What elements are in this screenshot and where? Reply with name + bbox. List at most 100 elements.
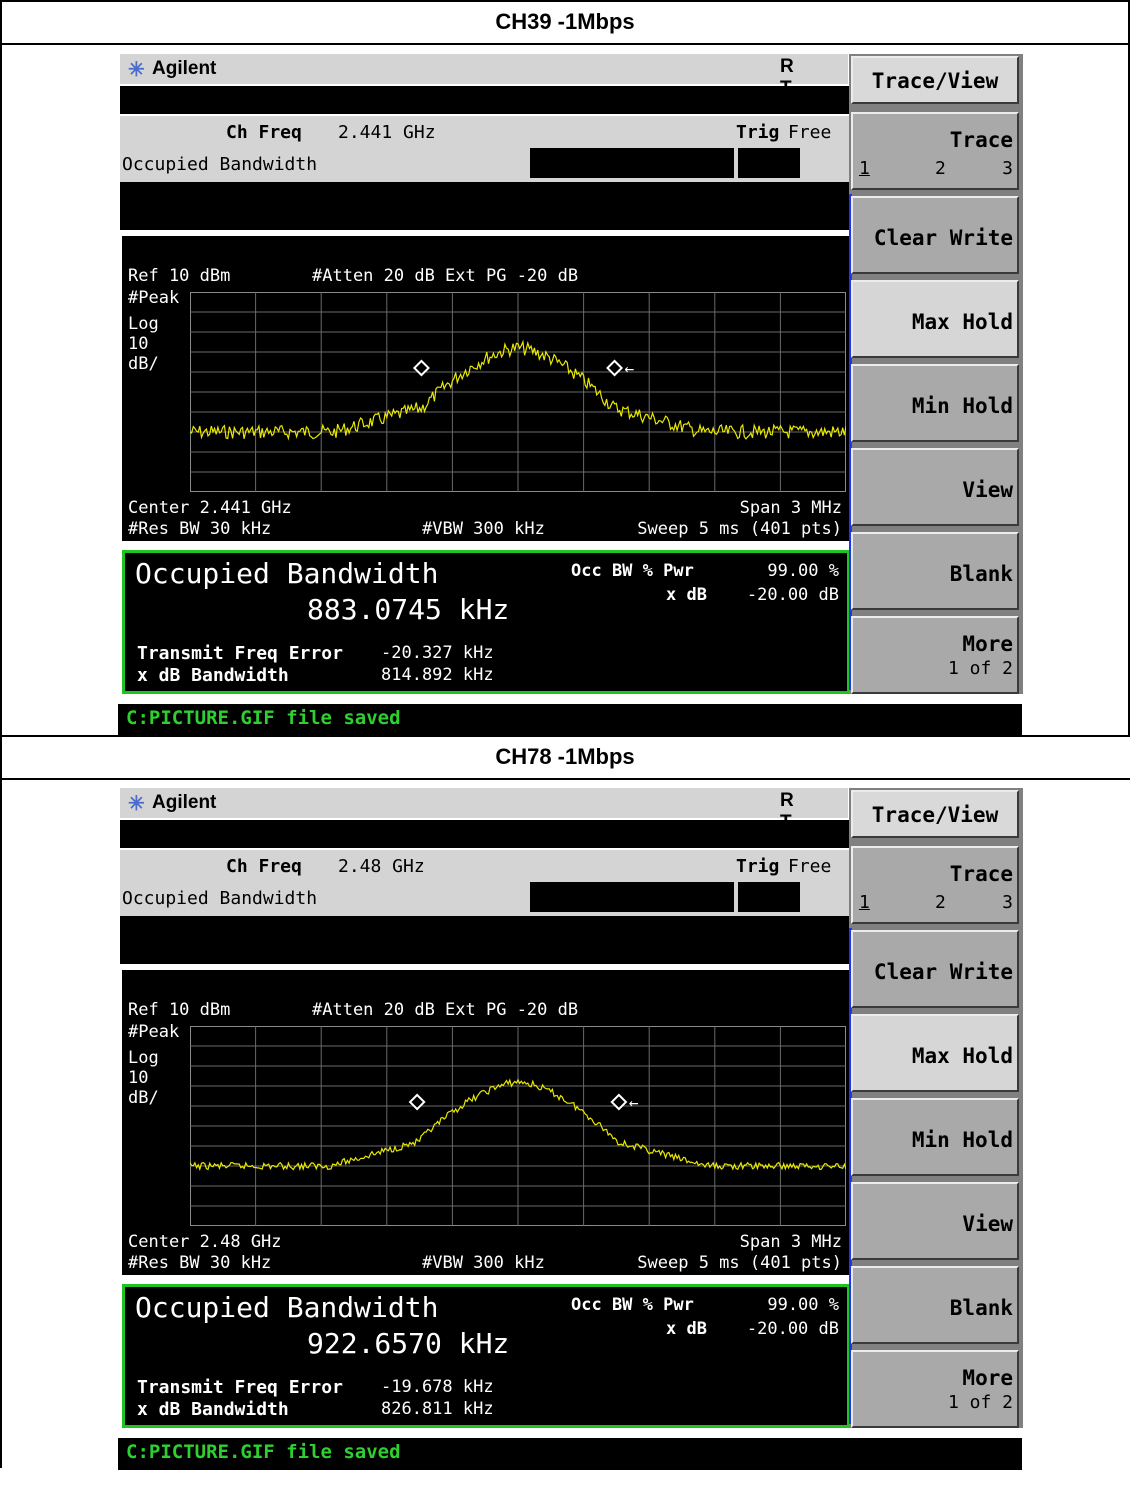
xdb-bandwidth-label: x dB Bandwidth <box>137 1399 289 1420</box>
diamond-marker-icon <box>606 359 624 377</box>
ch-freq-label: Ch Freq <box>226 856 302 877</box>
message-line <box>120 86 850 114</box>
table-divider <box>0 43 1130 45</box>
softkey-more[interactable]: More 1 of 2 <box>851 1350 1019 1428</box>
result-value: 922.6570 kHz <box>307 1327 510 1360</box>
occ-bw-pwr-label: Occ BW % Pwr <box>571 1295 694 1315</box>
spectrum-display: Ref 10 dBm #Atten 20 dB Ext PG -20 dB #P… <box>122 970 850 1275</box>
res-bw: #Res BW 30 kHz <box>128 519 272 539</box>
annotation-strip <box>120 182 850 230</box>
title-bar: ✳ Agilent R T <box>120 54 848 99</box>
occ-bw-pwr-value: 99.00 % <box>767 561 839 581</box>
softkey-menu-title: Trace/View <box>851 790 1019 838</box>
status-line: C:PICTURE.GIF file saved <box>118 1438 1022 1470</box>
indicator-box <box>530 882 734 912</box>
scale-line-3: 10 <box>128 1068 149 1088</box>
span-label: Span 3 MHz <box>739 498 842 518</box>
scale-line-3: 10 <box>128 334 149 354</box>
softkey-clear-write[interactable]: Clear Write <box>851 196 1019 274</box>
results-panel: Occupied Bandwidth 922.6570 kHz Occ BW %… <box>122 1284 850 1428</box>
span-label: Span 3 MHz <box>739 1232 842 1252</box>
result-title: Occupied Bandwidth <box>135 1291 439 1324</box>
indicator-box <box>738 882 800 912</box>
xdb-value: -20.00 dB <box>746 585 839 605</box>
agilent-spark-icon: ✳ <box>128 793 145 815</box>
left-arrow-icon: ← <box>625 359 635 378</box>
left-arrow-icon: ← <box>629 1093 639 1112</box>
active-menu-marker <box>849 928 852 1424</box>
softkey-trace[interactable]: Trace 1 2 3 <box>851 846 1019 924</box>
table-border-right <box>1128 0 1130 735</box>
vbw-label: #VBW 300 kHz <box>422 1253 545 1273</box>
softkey-max-hold[interactable]: Max Hold <box>851 280 1019 358</box>
sweep-label: Sweep 5 ms (401 pts) <box>637 519 842 539</box>
mode-name: Occupied Bandwidth <box>122 154 318 175</box>
softkey-view[interactable]: View <box>851 448 1019 526</box>
scale-line-2: Log <box>128 1048 159 1068</box>
scale-line-4: dB/ <box>128 354 159 374</box>
atten-label: #Atten 20 dB Ext PG -20 dB <box>312 266 579 286</box>
ref-level: Ref 10 dBm <box>128 1000 231 1020</box>
softkey-min-hold[interactable]: Min Hold <box>851 364 1019 442</box>
analyzer-screen-ch78: ✳ Agilent R T Ch Freq 2.48 GHz Trig Free… <box>118 788 1025 1488</box>
center-freq: Center 2.441 GHz <box>128 498 292 518</box>
diamond-marker-icon <box>412 359 430 377</box>
atten-label: #Atten 20 dB Ext PG -20 dB <box>312 1000 579 1020</box>
xdb-bandwidth-label: x dB Bandwidth <box>137 665 289 686</box>
mode-name: Occupied Bandwidth <box>122 888 318 909</box>
table-divider <box>0 778 1130 780</box>
results-panel: Occupied Bandwidth 883.0745 kHz Occ BW %… <box>122 550 850 694</box>
scale-line-4: dB/ <box>128 1088 159 1108</box>
center-freq: Center 2.48 GHz <box>128 1232 282 1252</box>
result-title: Occupied Bandwidth <box>135 557 439 590</box>
xdb-label: x dB <box>666 1319 707 1339</box>
measurement-header: Ch Freq 2.48 GHz Trig Free Occupied Band… <box>120 850 850 916</box>
status-line: C:PICTURE.GIF file saved <box>118 704 1022 736</box>
sweep-label: Sweep 5 ms (401 pts) <box>637 1253 842 1273</box>
trig-value: Free <box>788 122 832 143</box>
brand-label: Agilent <box>152 792 217 813</box>
title-bar: ✳ Agilent R T <box>120 788 848 833</box>
measurement-header: Ch Freq 2.441 GHz Trig Free Occupied Ban… <box>120 116 850 182</box>
xdb-value: -20.00 dB <box>746 1319 839 1339</box>
softkey-view[interactable]: View <box>851 1182 1019 1260</box>
table-divider <box>0 735 1130 737</box>
xdb-bandwidth-value: 814.892 kHz <box>381 665 494 685</box>
agilent-spark-icon: ✳ <box>128 59 145 81</box>
xdb-label: x dB <box>666 585 707 605</box>
xdb-bandwidth-value: 826.811 kHz <box>381 1399 494 1419</box>
transmit-freq-error-value: -19.678 kHz <box>381 1377 494 1397</box>
softkey-blank[interactable]: Blank <box>851 1266 1019 1344</box>
softkey-blank[interactable]: Blank <box>851 532 1019 610</box>
brand-label: Agilent <box>152 58 217 79</box>
ch-freq-value: 2.441 GHz <box>338 122 436 143</box>
spectrum-trace <box>190 1078 846 1172</box>
softkey-panel: Trace/View Trace 1 2 3 Clear Write Max H… <box>849 788 1023 1428</box>
spectrum-graticule: ← <box>190 1026 846 1226</box>
vbw-label: #VBW 300 kHz <box>422 519 545 539</box>
trig-value: Free <box>788 856 832 877</box>
ch-freq-value: 2.48 GHz <box>338 856 425 877</box>
annotation-strip <box>120 916 850 964</box>
softkey-clear-write[interactable]: Clear Write <box>851 930 1019 1008</box>
softkey-trace[interactable]: Trace 1 2 3 <box>851 112 1019 190</box>
table-border-top <box>0 0 1130 2</box>
analyzer-screen-ch39: ✳ Agilent R T Ch Freq 2.441 GHz Trig Fre… <box>118 54 1025 754</box>
indicator-box <box>530 148 734 178</box>
diamond-marker-icon <box>408 1093 426 1111</box>
occ-bw-pwr-label: Occ BW % Pwr <box>571 561 694 581</box>
section-title-1: CH39 -1Mbps <box>495 9 635 34</box>
spectrum-trace <box>190 339 846 441</box>
table-border-left <box>0 0 2 1468</box>
result-value: 883.0745 kHz <box>307 593 510 626</box>
active-menu-marker <box>849 194 852 690</box>
spectrum-graticule: ← <box>190 292 846 492</box>
ch-freq-label: Ch Freq <box>226 122 302 143</box>
softkey-min-hold[interactable]: Min Hold <box>851 1098 1019 1176</box>
softkey-more[interactable]: More 1 of 2 <box>851 616 1019 694</box>
softkey-max-hold[interactable]: Max Hold <box>851 1014 1019 1092</box>
spectrum-display: Ref 10 dBm #Atten 20 dB Ext PG -20 dB #P… <box>122 236 850 541</box>
indicator-box <box>738 148 800 178</box>
section-title-2: CH78 -1Mbps <box>495 744 635 769</box>
